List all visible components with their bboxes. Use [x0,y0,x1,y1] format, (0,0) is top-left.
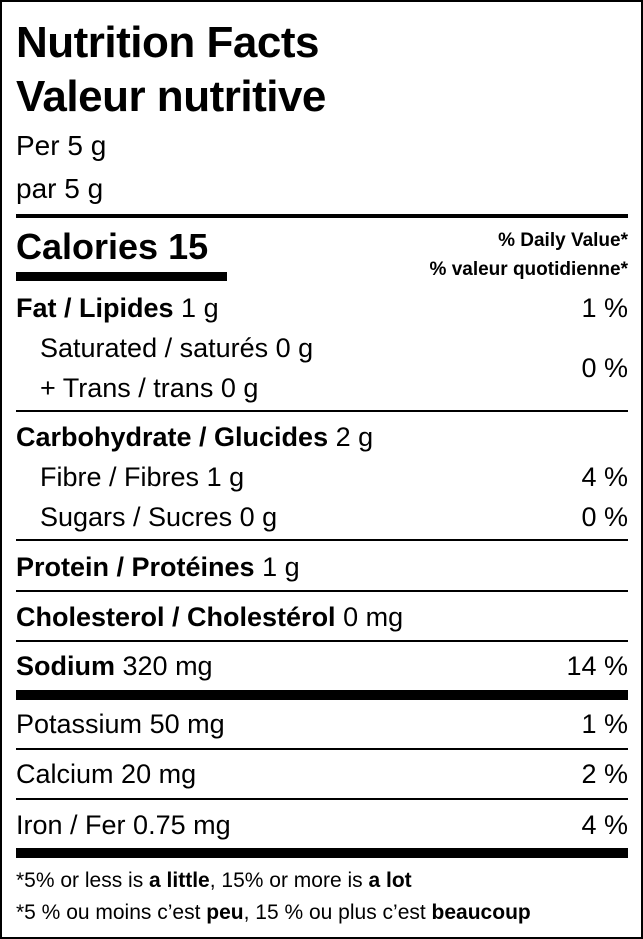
dv-header-en: % Daily Value* [498,230,628,251]
serving-en: Per 5 g [16,130,107,161]
divider-thick [16,214,628,218]
nutrient-row-iron: Iron / Fer 0.75 mg 4 % [16,810,628,840]
title-fr: Valeur nutritive [16,72,326,121]
divider-thick [16,690,628,700]
divider [16,748,628,750]
nutrient-row-calcium: Calcium 20 mg 2 % [16,759,628,789]
dv-header-fr: % valeur quotidienne* [429,259,628,280]
calories: Calories 15 [16,226,209,267]
divider [16,410,628,412]
divider [16,590,628,592]
nutrient-row-carbohydrate: Carbohydrate / Glucides 2 g [16,422,374,452]
calories-underline [16,272,227,281]
divider [16,798,628,800]
divider [16,539,628,541]
footnote-en: *5% or less is a little, 15% or more is … [16,869,412,892]
nutrient-row-protein: Protein / Protéines 1 g [16,552,300,582]
footnote-fr: *5 % ou moins c’est peu, 15 % ou plus c’… [16,901,531,924]
divider-thick [16,848,628,858]
title-en: Nutrition Facts [16,18,319,67]
divider [16,640,628,642]
serving-fr: par 5 g [16,173,104,204]
nutrient-row-sodium: Sodium 320 mg 14 % [16,651,628,681]
nutrient-row-potassium: Potassium 50 mg 1 % [16,709,628,739]
nutrient-row-saturated: Saturated / saturés 0 g [40,333,314,363]
nutrient-row-cholesterol: Cholesterol / Cholestérol 0 mg [16,602,404,632]
